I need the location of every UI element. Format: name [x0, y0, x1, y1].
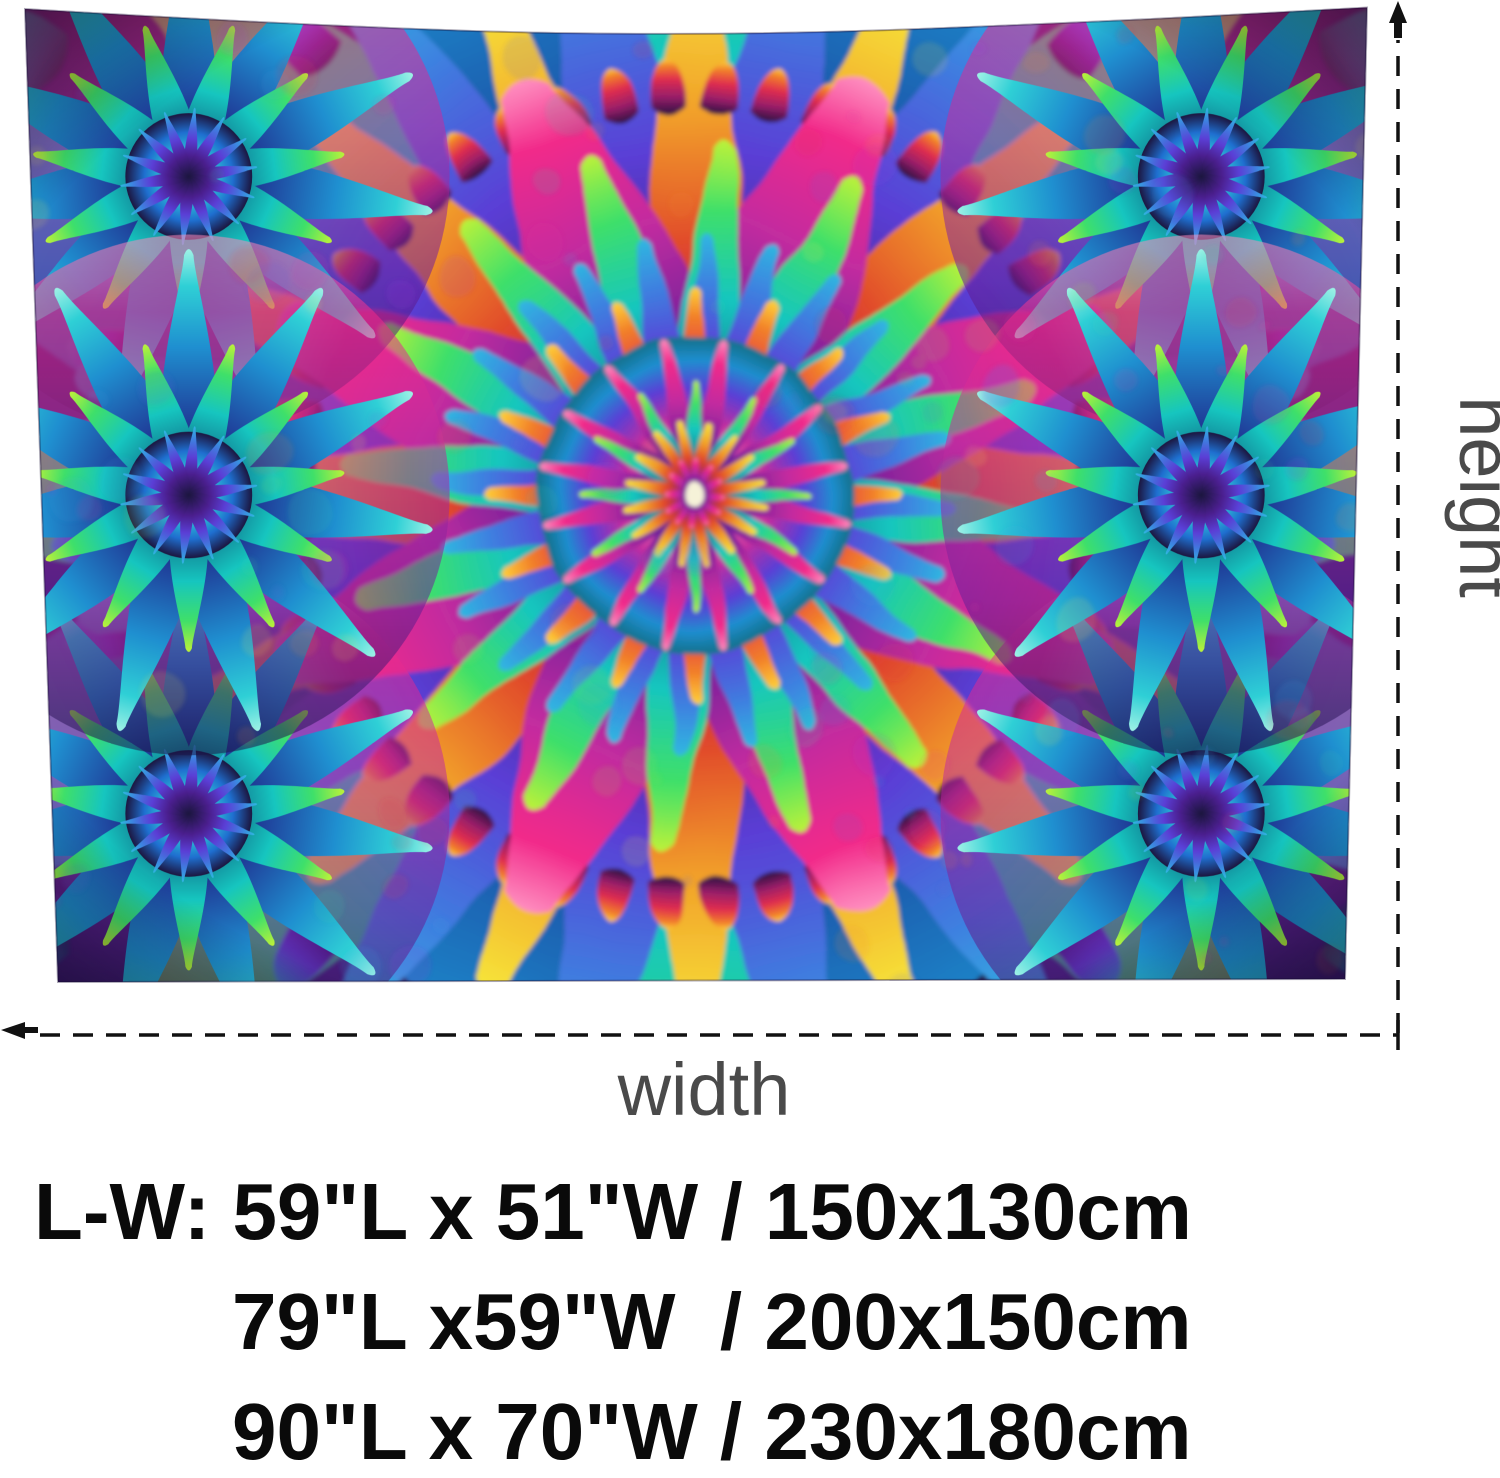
svg-text:height: height — [1444, 396, 1500, 598]
svg-text:width: width — [617, 1048, 791, 1131]
